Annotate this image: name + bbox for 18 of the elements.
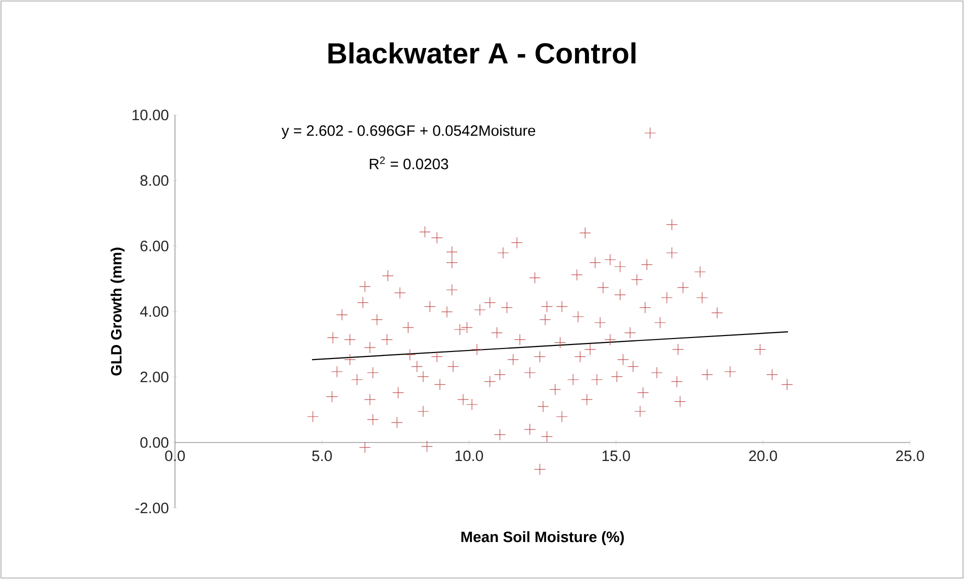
y-tick-label: 8.00 — [140, 175, 168, 186]
annotation: R$^{2}$ = 0.0203 — [370, 156, 448, 170]
x-tick-label: 5.0 — [312, 450, 332, 462]
y-axis-title: GLD Growth (mm) — [110, 248, 125, 376]
y-tick-label: 4.00 — [140, 306, 168, 317]
y-tick-label: 2.00 — [140, 372, 168, 382]
y-tick-label: 10.00 — [132, 110, 168, 120]
chart-title: Blackwater A - Control — [328, 42, 636, 64]
y-tick-label: 6.00 — [140, 240, 168, 252]
x-tick-label: 15.0 — [602, 450, 630, 462]
y-tick-label: 0.00 — [140, 437, 168, 448]
x-axis-title: Mean Soil Moisture (%) — [461, 531, 624, 546]
x-tick-label: 25.0 — [896, 450, 924, 462]
x-tick-label: 10.0 — [456, 450, 484, 462]
x-tick-label: 0.0 — [165, 450, 185, 462]
annotation: y = 2.602 - 0.696GF + 0.0542Moisture — [282, 124, 536, 139]
y-tick-label: -2.00 — [135, 502, 168, 514]
x-tick-label: 20.0 — [749, 450, 778, 462]
